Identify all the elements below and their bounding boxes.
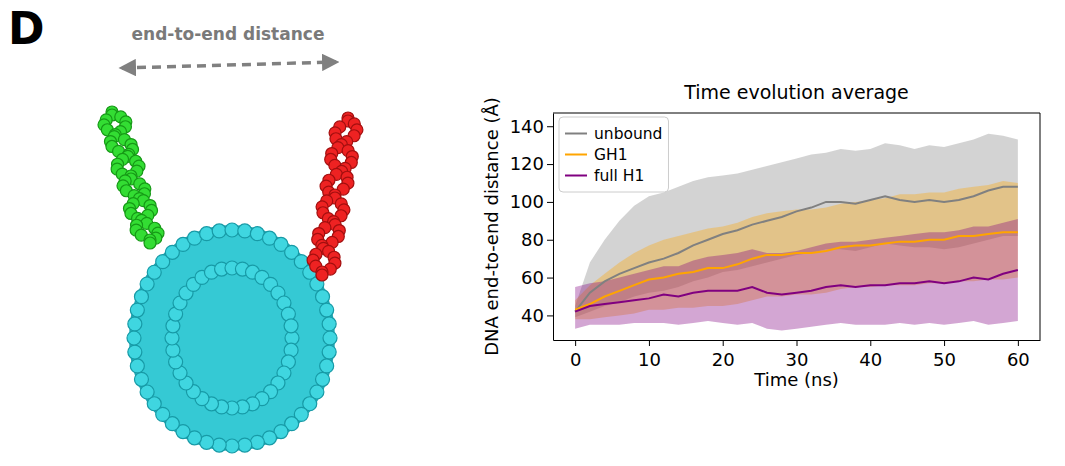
- dna-bead: [284, 319, 298, 333]
- y-axis: 40 60 80 100 120 140: [510, 114, 554, 341]
- tick: 30: [786, 340, 809, 370]
- tick: 120: [510, 153, 553, 174]
- dna-bead: [238, 438, 252, 452]
- tick-label: 80: [521, 229, 544, 250]
- dna-bead: [316, 290, 330, 304]
- tick-mark: [1018, 340, 1019, 346]
- series-line: [575, 187, 1018, 312]
- tick: 80: [521, 229, 553, 250]
- tick-label: 40: [859, 349, 882, 370]
- dna-bead: [316, 372, 330, 386]
- dna-bead: [212, 224, 226, 238]
- dna-bead: [127, 331, 141, 345]
- dna-bead: [134, 372, 148, 386]
- linker-right: [316, 269, 328, 281]
- dna-bead: [320, 359, 334, 373]
- frame: [553, 113, 1040, 114]
- dna-bead: [134, 290, 148, 304]
- tick-label: 60: [521, 267, 544, 288]
- legend-label: GH1: [594, 146, 628, 164]
- linker-left: [144, 237, 156, 249]
- nucleosome: [127, 223, 337, 453]
- tick-mark: [547, 126, 553, 127]
- tick-mark: [547, 202, 553, 203]
- tick-mark: [649, 340, 650, 346]
- tick-mark: [870, 340, 871, 346]
- legend-label: full H1: [594, 167, 644, 185]
- tick-mark: [723, 340, 724, 346]
- tick-mark: [547, 278, 553, 279]
- chart-title: Time evolution average: [683, 81, 909, 103]
- series-line: [575, 232, 1018, 310]
- tick: 40: [859, 340, 882, 370]
- frame: [1040, 113, 1041, 340]
- tick-mark: [547, 315, 553, 316]
- tick: 10: [638, 340, 661, 370]
- tick: 0: [570, 340, 581, 370]
- tick-label: 30: [786, 349, 809, 370]
- tick-label: 0: [570, 349, 581, 370]
- dna-bead: [130, 303, 144, 317]
- tick: 50: [933, 340, 956, 370]
- dna-bead: [320, 303, 334, 317]
- spread-band: [575, 219, 1018, 331]
- dna-bead: [322, 345, 336, 359]
- panel-letter: D: [8, 3, 45, 54]
- tick: 140: [510, 116, 553, 137]
- illustration: [98, 62, 363, 453]
- legend-swatch: [565, 154, 587, 156]
- tick: 20: [712, 340, 735, 370]
- tick-label: 50: [933, 349, 956, 370]
- tick-mark: [944, 340, 945, 346]
- dna-bead: [212, 438, 226, 452]
- legend-swatch: [565, 175, 587, 177]
- tick-label: 10: [638, 349, 661, 370]
- dna-bead: [225, 439, 239, 453]
- x-axis: 0 10 20 30 40 50 60: [554, 340, 1041, 370]
- nucleosome-body: [130, 226, 334, 450]
- dna-bead: [323, 331, 337, 345]
- x-axis-title: Time (ns): [753, 369, 839, 390]
- dna-bead: [238, 224, 252, 238]
- tick-label: 20: [712, 349, 735, 370]
- dna-bead: [250, 435, 264, 449]
- tick-label: 120: [510, 153, 544, 174]
- dna-bead: [140, 385, 154, 399]
- dna-bead: [200, 227, 214, 241]
- tick: 40: [521, 305, 553, 326]
- tick: 100: [510, 191, 553, 212]
- illustration-label: end-to-end distance: [132, 24, 325, 44]
- dna-bead: [225, 223, 239, 237]
- y-axis-title: DNA end-to-end distance (Å): [481, 97, 502, 356]
- legend-swatch: [565, 133, 587, 135]
- figure: Dend-to-end distance 0 10 20 30 40 50 60 40 60 80 1…: [0, 0, 1065, 466]
- tick-mark: [547, 164, 553, 165]
- tick-label: 140: [510, 116, 544, 137]
- series-line: [575, 270, 1018, 312]
- dna-bead: [128, 345, 142, 359]
- legend-box: [559, 117, 668, 192]
- dna-bead: [130, 359, 144, 373]
- legend: unbound GH1 full H1: [559, 117, 668, 192]
- tick: 60: [1007, 340, 1030, 370]
- tick-label: 60: [1007, 349, 1030, 370]
- tick-label: 100: [510, 191, 544, 212]
- dna-bead: [128, 317, 142, 331]
- distance-arrow: [122, 62, 336, 68]
- tick: 60: [521, 267, 553, 288]
- legend-label: unbound: [594, 125, 662, 143]
- tick-mark: [547, 240, 553, 241]
- tick-label: 40: [521, 305, 544, 326]
- tick-mark: [575, 340, 576, 346]
- tick-mark: [797, 340, 798, 346]
- axis-line: [553, 114, 554, 341]
- dna-bead: [322, 317, 336, 331]
